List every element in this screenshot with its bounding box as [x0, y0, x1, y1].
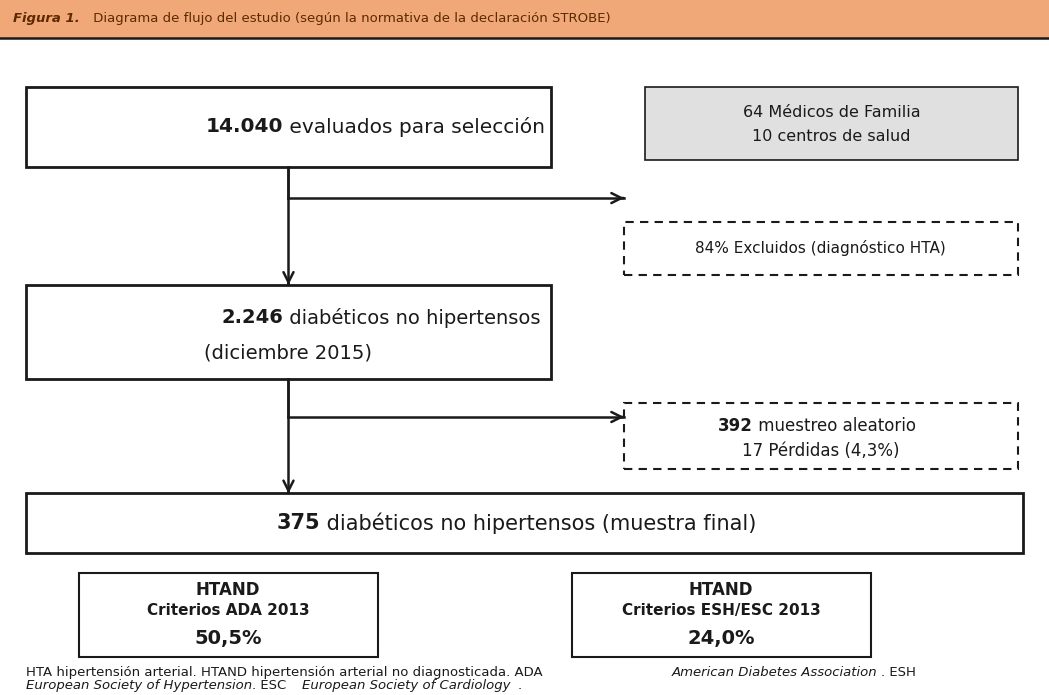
FancyBboxPatch shape [26, 285, 551, 379]
Text: 24,0%: 24,0% [687, 629, 755, 648]
Text: 2.246: 2.246 [221, 309, 283, 327]
FancyBboxPatch shape [0, 0, 1049, 38]
Text: 14.040: 14.040 [206, 117, 283, 136]
FancyBboxPatch shape [645, 87, 1018, 160]
Text: (diciembre 2015): (diciembre 2015) [205, 343, 372, 362]
Text: . ESH: . ESH [881, 666, 916, 678]
Text: muestreo aleatorio: muestreo aleatorio [753, 417, 916, 435]
Text: HTAND: HTAND [689, 581, 753, 599]
Text: Figura 1.: Figura 1. [13, 13, 80, 25]
Text: diabéticos no hipertensos: diabéticos no hipertensos [283, 308, 540, 328]
Text: HTAND: HTAND [196, 581, 260, 599]
FancyBboxPatch shape [572, 573, 871, 657]
FancyBboxPatch shape [624, 403, 1018, 469]
Text: 64 Médicos de Familia: 64 Médicos de Familia [743, 105, 920, 120]
FancyBboxPatch shape [26, 493, 1023, 553]
Text: 10 centros de salud: 10 centros de salud [752, 129, 911, 144]
Text: Criterios ESH/ESC 2013: Criterios ESH/ESC 2013 [622, 603, 820, 619]
FancyBboxPatch shape [624, 222, 1018, 275]
Text: 84% Excluidos (diagnóstico HTA): 84% Excluidos (diagnóstico HTA) [695, 240, 946, 256]
Text: European Society of Cardiology: European Society of Cardiology [302, 680, 511, 692]
FancyBboxPatch shape [79, 573, 378, 657]
Text: . ESC: . ESC [252, 680, 291, 692]
Text: 17 Pérdidas (4,3%): 17 Pérdidas (4,3%) [742, 441, 900, 459]
FancyBboxPatch shape [26, 87, 551, 167]
Text: 50,5%: 50,5% [194, 629, 262, 648]
Text: Criterios ADA 2013: Criterios ADA 2013 [147, 603, 309, 619]
Text: 392: 392 [718, 417, 753, 435]
Text: diabéticos no hipertensos (muestra final): diabéticos no hipertensos (muestra final… [320, 512, 756, 534]
Text: American Diabetes Association: American Diabetes Association [671, 666, 877, 678]
Text: Diagrama de flujo del estudio (según la normativa de la declaración STROBE): Diagrama de flujo del estudio (según la … [89, 13, 611, 25]
Text: .: . [517, 680, 521, 692]
Text: 375: 375 [276, 513, 320, 533]
Text: evaluados para selección: evaluados para selección [283, 117, 545, 137]
Text: HTA hipertensión arterial. HTAND hipertensión arterial no diagnosticada. ADA: HTA hipertensión arterial. HTAND hiperte… [26, 666, 548, 678]
Text: European Society of Hypertension: European Society of Hypertension [26, 680, 253, 692]
